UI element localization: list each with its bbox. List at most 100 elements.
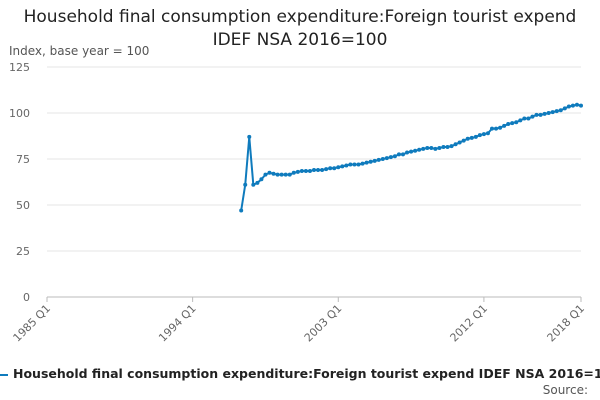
point xyxy=(449,144,454,149)
point xyxy=(340,164,345,169)
y-tick-label: 100 xyxy=(9,107,30,120)
point xyxy=(348,162,353,167)
point xyxy=(437,145,442,150)
point xyxy=(579,103,583,108)
point xyxy=(360,161,365,166)
point xyxy=(312,168,316,173)
source: Source: xyxy=(542,383,588,397)
series-line xyxy=(240,103,582,211)
point xyxy=(247,134,252,139)
point xyxy=(461,138,466,143)
point xyxy=(344,163,349,168)
point xyxy=(481,132,486,137)
point xyxy=(307,168,312,173)
point xyxy=(550,110,555,115)
x-tick-label: 2012 Q1 xyxy=(447,302,490,345)
point xyxy=(299,168,304,173)
point xyxy=(538,112,543,117)
point xyxy=(526,116,531,121)
point xyxy=(239,208,244,213)
point xyxy=(283,172,288,177)
point xyxy=(530,114,535,119)
point xyxy=(316,168,321,173)
point xyxy=(259,177,264,182)
point xyxy=(441,145,446,150)
point xyxy=(364,160,369,165)
point xyxy=(510,121,515,126)
point xyxy=(376,157,381,162)
point xyxy=(328,166,333,171)
point xyxy=(566,104,571,109)
x-tick-label: 2018 Q1 xyxy=(545,302,588,345)
point xyxy=(417,147,422,152)
point xyxy=(356,162,361,167)
point xyxy=(494,126,499,131)
chart-title: Household final consumption expenditure:… xyxy=(23,7,577,50)
point xyxy=(469,135,474,140)
point xyxy=(352,162,357,167)
point xyxy=(514,120,519,125)
point xyxy=(518,118,523,123)
legend-label: Household final consumption expenditure:… xyxy=(13,366,600,381)
point xyxy=(251,182,256,187)
x-tick-label: 1985 Q1 xyxy=(11,302,54,345)
point xyxy=(429,145,434,150)
point xyxy=(554,109,559,114)
point xyxy=(320,168,325,173)
point xyxy=(372,158,377,163)
point xyxy=(405,150,410,155)
y-tick-label: 0 xyxy=(23,291,30,304)
y-tick-label: 75 xyxy=(16,153,30,166)
point xyxy=(409,149,414,154)
legend-swatch xyxy=(0,373,8,376)
point xyxy=(534,112,539,117)
point xyxy=(570,103,575,108)
point xyxy=(255,180,260,185)
point xyxy=(295,169,300,174)
point xyxy=(574,102,579,107)
point xyxy=(279,172,284,177)
point xyxy=(485,131,490,136)
point xyxy=(425,145,430,150)
y-tick-label: 25 xyxy=(16,245,30,258)
x-tick-label: 1994 Q1 xyxy=(156,302,199,345)
point xyxy=(243,182,248,187)
point xyxy=(401,152,405,157)
point xyxy=(477,133,482,138)
x-tick-label: 2003 Q1 xyxy=(302,302,345,345)
point xyxy=(267,170,272,175)
point xyxy=(421,146,426,151)
point xyxy=(263,172,268,177)
point xyxy=(303,168,308,173)
point xyxy=(271,171,276,176)
point xyxy=(368,159,373,164)
point xyxy=(498,125,503,130)
point xyxy=(457,140,462,145)
point xyxy=(558,108,563,113)
point xyxy=(502,123,507,128)
point xyxy=(506,122,511,127)
point xyxy=(388,155,393,160)
point xyxy=(546,111,551,115)
point xyxy=(433,146,438,151)
y-tick-label: 125 xyxy=(9,61,30,74)
point xyxy=(542,111,547,116)
y-tick-label: 50 xyxy=(16,199,30,212)
point xyxy=(332,166,337,171)
point xyxy=(336,165,341,170)
point xyxy=(324,167,329,172)
point xyxy=(291,170,296,175)
point xyxy=(396,152,401,157)
point xyxy=(392,154,397,159)
point xyxy=(473,134,478,139)
point xyxy=(413,148,418,153)
point xyxy=(465,136,470,141)
point xyxy=(287,172,292,177)
legend: Household final consumption expenditure:… xyxy=(0,366,600,381)
point xyxy=(490,126,494,131)
point xyxy=(562,106,567,111)
point xyxy=(445,145,450,150)
point xyxy=(275,172,280,177)
point xyxy=(522,116,527,121)
